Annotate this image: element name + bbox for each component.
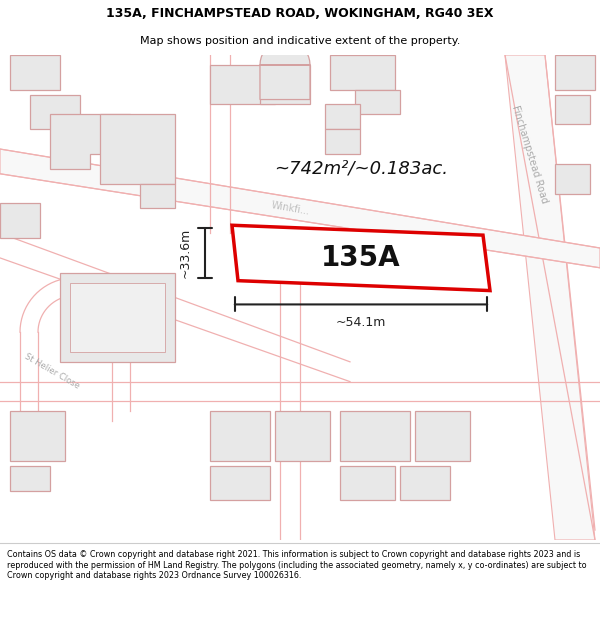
Polygon shape	[340, 411, 410, 461]
Polygon shape	[555, 164, 590, 194]
Text: Contains OS data © Crown copyright and database right 2021. This information is : Contains OS data © Crown copyright and d…	[7, 550, 587, 580]
Polygon shape	[210, 411, 270, 461]
Text: 135A: 135A	[321, 244, 401, 272]
Text: Finchampstead Road: Finchampstead Road	[511, 104, 550, 204]
Polygon shape	[10, 411, 65, 461]
Polygon shape	[505, 55, 595, 540]
Polygon shape	[260, 40, 310, 99]
Polygon shape	[260, 65, 310, 104]
Text: ~54.1m: ~54.1m	[336, 316, 386, 329]
Polygon shape	[0, 149, 600, 268]
Polygon shape	[415, 411, 470, 461]
Polygon shape	[232, 225, 490, 291]
Polygon shape	[555, 55, 595, 89]
Polygon shape	[0, 204, 40, 238]
Polygon shape	[50, 114, 130, 169]
Text: Winkfi...: Winkfi...	[270, 200, 310, 217]
Polygon shape	[10, 55, 60, 89]
Polygon shape	[275, 411, 330, 461]
Polygon shape	[340, 466, 395, 501]
Polygon shape	[30, 94, 80, 129]
Polygon shape	[355, 89, 400, 114]
Text: Map shows position and indicative extent of the property.: Map shows position and indicative extent…	[140, 36, 460, 46]
Polygon shape	[210, 466, 270, 501]
Polygon shape	[330, 55, 395, 89]
Polygon shape	[140, 184, 175, 208]
Text: ~742m²/~0.183ac.: ~742m²/~0.183ac.	[274, 160, 448, 178]
Polygon shape	[100, 114, 175, 184]
Polygon shape	[400, 466, 450, 501]
Polygon shape	[325, 104, 360, 129]
Polygon shape	[210, 65, 275, 104]
Text: 135A, FINCHAMPSTEAD ROAD, WOKINGHAM, RG40 3EX: 135A, FINCHAMPSTEAD ROAD, WOKINGHAM, RG4…	[106, 8, 494, 20]
Polygon shape	[10, 466, 50, 491]
Text: ~33.6m: ~33.6m	[179, 228, 191, 278]
Polygon shape	[555, 94, 590, 124]
Text: St Helier Close: St Helier Close	[23, 352, 81, 391]
Polygon shape	[325, 129, 360, 154]
Polygon shape	[60, 272, 175, 362]
Polygon shape	[70, 282, 165, 352]
